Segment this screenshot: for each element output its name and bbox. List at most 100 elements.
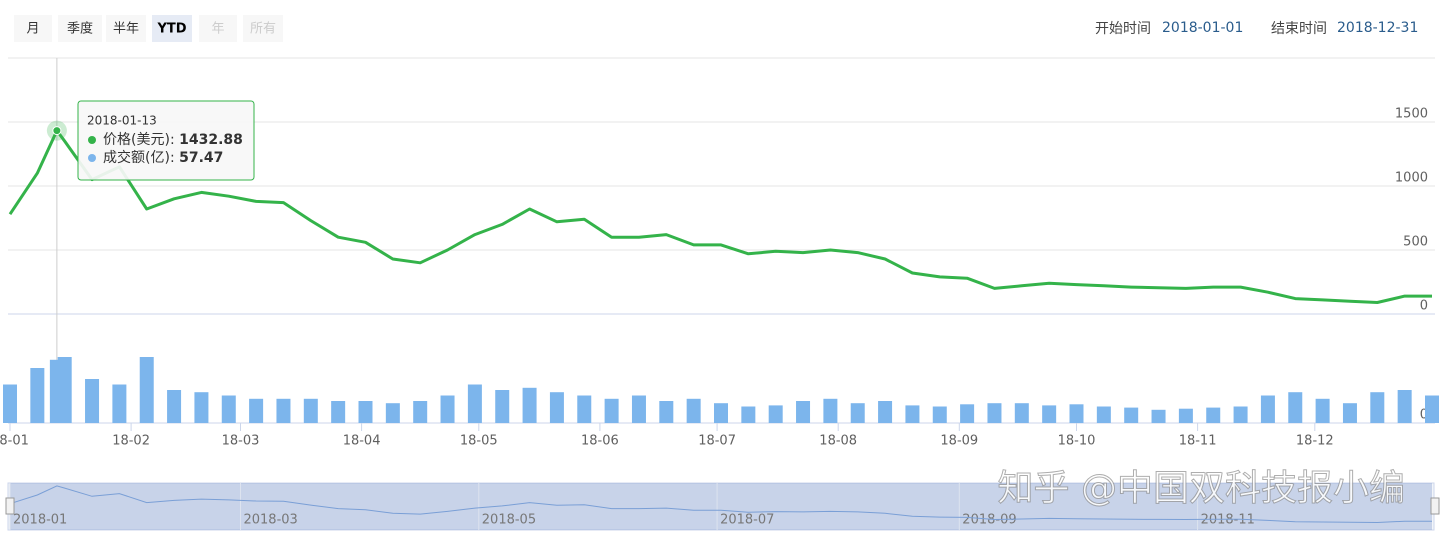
x-tick-label: 18-04 [343,434,381,449]
volume-bar [522,387,537,423]
end-input[interactable]: 2018-12-31 [1337,20,1418,36]
y2-tick-label: 0 [1420,408,1428,423]
x-tick-label: 18-05 [460,434,498,449]
navigator-label: 2018-01 [13,513,67,528]
volume-bar [631,395,646,423]
volume-bar [276,398,291,423]
volume-bar [467,384,482,423]
price-line [8,129,1432,304]
volume-bar [796,401,811,423]
volume-bar [768,405,783,423]
y-tick-label: 1000 [1395,171,1428,186]
x-tick-label: 18-06 [581,434,619,449]
volume-bar [823,398,838,423]
y-tick-label: 1500 [1395,107,1428,122]
range-button[interactable]: 季度 [58,15,102,42]
volume-bar [3,384,17,423]
hover-point [52,126,62,136]
range-button[interactable]: YTD [152,15,192,42]
x-tick-label: 18-08 [819,434,857,449]
volume-bar [440,395,455,423]
volume-bar [686,398,701,423]
navigator-label: 2018-05 [482,513,536,528]
start-input[interactable]: 2018-01-01 [1162,20,1243,36]
volume-bar [1014,403,1029,423]
tooltip-date: 2018-01-13 [87,114,157,128]
navigator-label: 2018-11 [1201,513,1255,528]
volume-bar [960,404,975,423]
navigator-handle[interactable] [1430,497,1440,515]
button-bg [106,15,146,42]
volume-bar [604,398,619,423]
button-label: 半年 [113,22,139,37]
tooltip-dot [88,136,96,144]
navigator-line [9,485,1432,524]
button-label: 年 [211,22,224,37]
button-bg [199,15,237,42]
range-button: 年 [199,15,237,42]
watermark: 知乎 @中国双科技报小编 [998,468,1405,509]
x-tick-label: 18-10 [1058,434,1096,449]
x-tick-label: 18-11 [1179,434,1217,449]
volume-bar [1096,406,1111,423]
volume-bar [549,392,564,423]
button-label: 月 [26,22,39,37]
volume-bar [714,403,728,423]
volume-bar [1206,407,1221,423]
volume-bar [112,384,127,423]
volume-bar [1151,409,1166,423]
tooltip-sep: : [170,132,179,148]
range-buttons: 月 季度 半年 YTD 年 所有 [14,15,283,42]
button-label: 所有 [250,22,276,37]
y-tick-label: 500 [1403,235,1428,250]
volume-bar [1042,405,1057,423]
volume-bar [495,390,510,423]
navigator[interactable]: 2018-01 2018-03 2018-05 2018-07 2018-09 2018-… [5,482,1440,531]
volume-bar [139,357,154,423]
x-tick-label: 18-03 [222,434,260,449]
plot [3,58,1439,423]
range-button[interactable]: 半年 [106,15,146,42]
volume-bar [987,403,1002,423]
range-button[interactable]: 月 [14,15,52,42]
end-label: 结束时间 [1271,21,1327,37]
volume-bar [577,395,592,423]
volume-bar [905,405,920,423]
navigator-label: 2018-07 [720,513,774,528]
navigator-handle[interactable] [5,497,15,515]
start-label: 开始时间 [1095,21,1151,37]
x-tick-label: 18-01 [0,434,29,449]
tooltip-series-name: 价格(美元) [103,132,170,148]
button-label: YTD [156,22,186,37]
volume-bar [194,392,209,423]
volume-bar [1233,406,1248,423]
tooltip-sep: : [170,150,179,166]
x-tick-label: 18-02 [112,434,150,449]
x-tick-label: 18-07 [698,434,736,449]
volume-bar [850,403,865,423]
volume-bar [932,406,947,423]
button-bg [152,15,192,42]
volume-bar [1260,395,1275,423]
tooltip-box [77,100,255,181]
volume-bar [1124,407,1139,423]
volume-bar [1342,403,1357,423]
volume-bar [249,398,264,423]
volume-bar [85,379,100,423]
navigator-label: 2018-03 [243,513,297,528]
tooltip-row: 价格(美元): 1432.88 [103,132,243,148]
tooltip-value: 1432.88 [179,132,243,148]
volume-bar [659,401,674,423]
volume-bar [741,406,756,423]
navigator-label: 2018-09 [962,513,1016,528]
volume-bar [1178,408,1193,423]
volume-bar [1370,392,1385,423]
volume-bar [385,403,400,423]
volume-bar [878,401,893,423]
volume-bar [167,390,182,423]
tooltip-series-name: 成交额(亿) [103,149,170,166]
tooltip-dot [88,154,96,162]
button-label: 季度 [67,21,93,37]
button-bg [243,15,283,42]
